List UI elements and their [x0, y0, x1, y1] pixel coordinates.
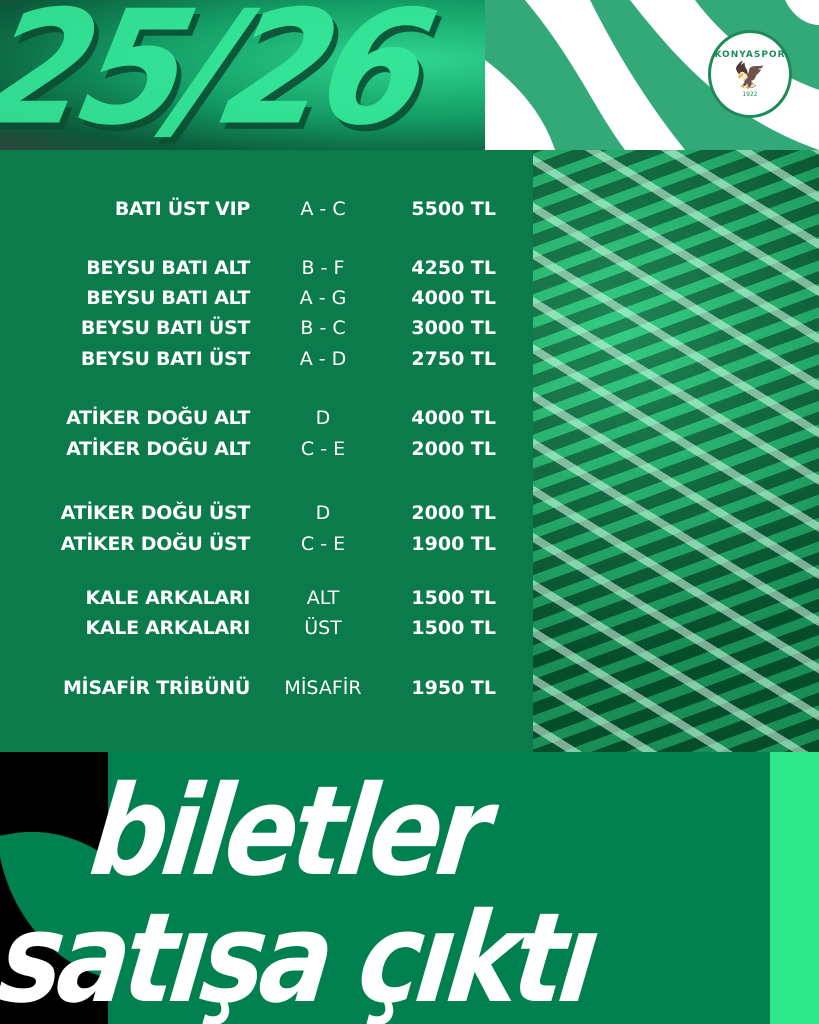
price-price: 1950 TL [411, 677, 496, 699]
price-row: ATİKER DOĞU ÜST C - E 1900 TL [0, 529, 533, 559]
logo-text: KONYASPOR [714, 49, 786, 60]
price-row: BEYSU BATI ALT B - F 4250 TL [0, 253, 533, 283]
price-price: 2750 TL [411, 348, 496, 370]
season-banner: 25/26 [0, 0, 485, 150]
price-name: KALE ARKALARI [85, 587, 250, 609]
price-name: BEYSU BATI ÜST [80, 348, 250, 370]
price-name: ATİKER DOĞU ÜST [60, 502, 251, 524]
logo-year: 1922 [742, 90, 758, 98]
price-price: 2000 TL [411, 438, 496, 460]
price-zone: A - C [300, 198, 346, 220]
price-zone: ALT [306, 587, 340, 609]
eagle-icon: 🦅 [733, 60, 767, 91]
price-price: 4250 TL [411, 257, 496, 279]
price-row: BEYSU BATI ÜST B - C 3000 TL [0, 313, 533, 343]
price-row: ATİKER DOĞU ALT D 4000 TL [0, 403, 533, 433]
price-row: ATİKER DOĞU ÜST D 2000 TL [0, 498, 533, 528]
price-zone: D [315, 502, 331, 524]
price-price: 2000 TL [411, 502, 496, 524]
headline-banner: biletler satışa çıktı [0, 752, 819, 1024]
price-name: BEYSU BATI ALT [86, 257, 250, 279]
price-zone: B - C [300, 317, 346, 339]
price-name: BEYSU BATI ÜST [80, 317, 250, 339]
headline-line1: biletler [83, 760, 495, 904]
price-row: BATI ÜST VIP A - C 5500 TL [0, 194, 533, 224]
headline-line2: satışa çıktı [0, 887, 602, 1024]
season-text: 25/26 [0, 0, 442, 150]
price-row: KALE ARKALARI ALT 1500 TL [0, 583, 533, 613]
price-name: BATI ÜST VIP [114, 198, 250, 220]
price-table: BATI ÜST VIP A - C 5500 TL BEYSU BATI ALT B … [0, 150, 533, 752]
price-price: 4000 TL [411, 407, 496, 429]
price-name: BEYSU BATI ALT [86, 287, 250, 309]
price-name: ATİKER DOĞU ÜST [60, 533, 251, 555]
price-row: BEYSU BATI ÜST A - D 2750 TL [0, 344, 533, 374]
price-row: BEYSU BATI ALT A - G 4000 TL [0, 283, 533, 313]
price-zone: A - D [299, 348, 347, 370]
konyaspor-logo: KONYASPOR 🦅 1922 [708, 30, 792, 118]
price-price: 1500 TL [411, 587, 496, 609]
price-price: 1900 TL [411, 533, 496, 555]
price-row: MİSAFİR TRİBÜNÜ MİSAFİR 1950 TL [0, 673, 533, 703]
price-name: ATİKER DOĞU ALT [66, 407, 250, 429]
price-name: KALE ARKALARI [85, 617, 250, 639]
price-name: MİSAFİR TRİBÜNÜ [62, 677, 250, 699]
price-row: KALE ARKALARI ÜST 1500 TL [0, 613, 533, 643]
price-price: 1500 TL [411, 617, 496, 639]
price-zone: B - F [301, 257, 345, 279]
price-zone: A - G [299, 287, 347, 309]
price-row: ATİKER DOĞU ALT C - E 2000 TL [0, 434, 533, 464]
price-price: 3000 TL [411, 317, 496, 339]
price-zone: C - E [300, 533, 346, 555]
price-zone: ÜST [304, 617, 342, 639]
accent-strip [770, 752, 819, 1024]
price-price: 4000 TL [411, 287, 496, 309]
price-zone: MİSAFİR [284, 677, 362, 699]
price-zone: C - E [300, 438, 346, 460]
price-name: ATİKER DOĞU ALT [66, 438, 250, 460]
price-zone: D [315, 407, 331, 429]
fans-photo [533, 150, 819, 752]
price-price: 5500 TL [411, 198, 496, 220]
